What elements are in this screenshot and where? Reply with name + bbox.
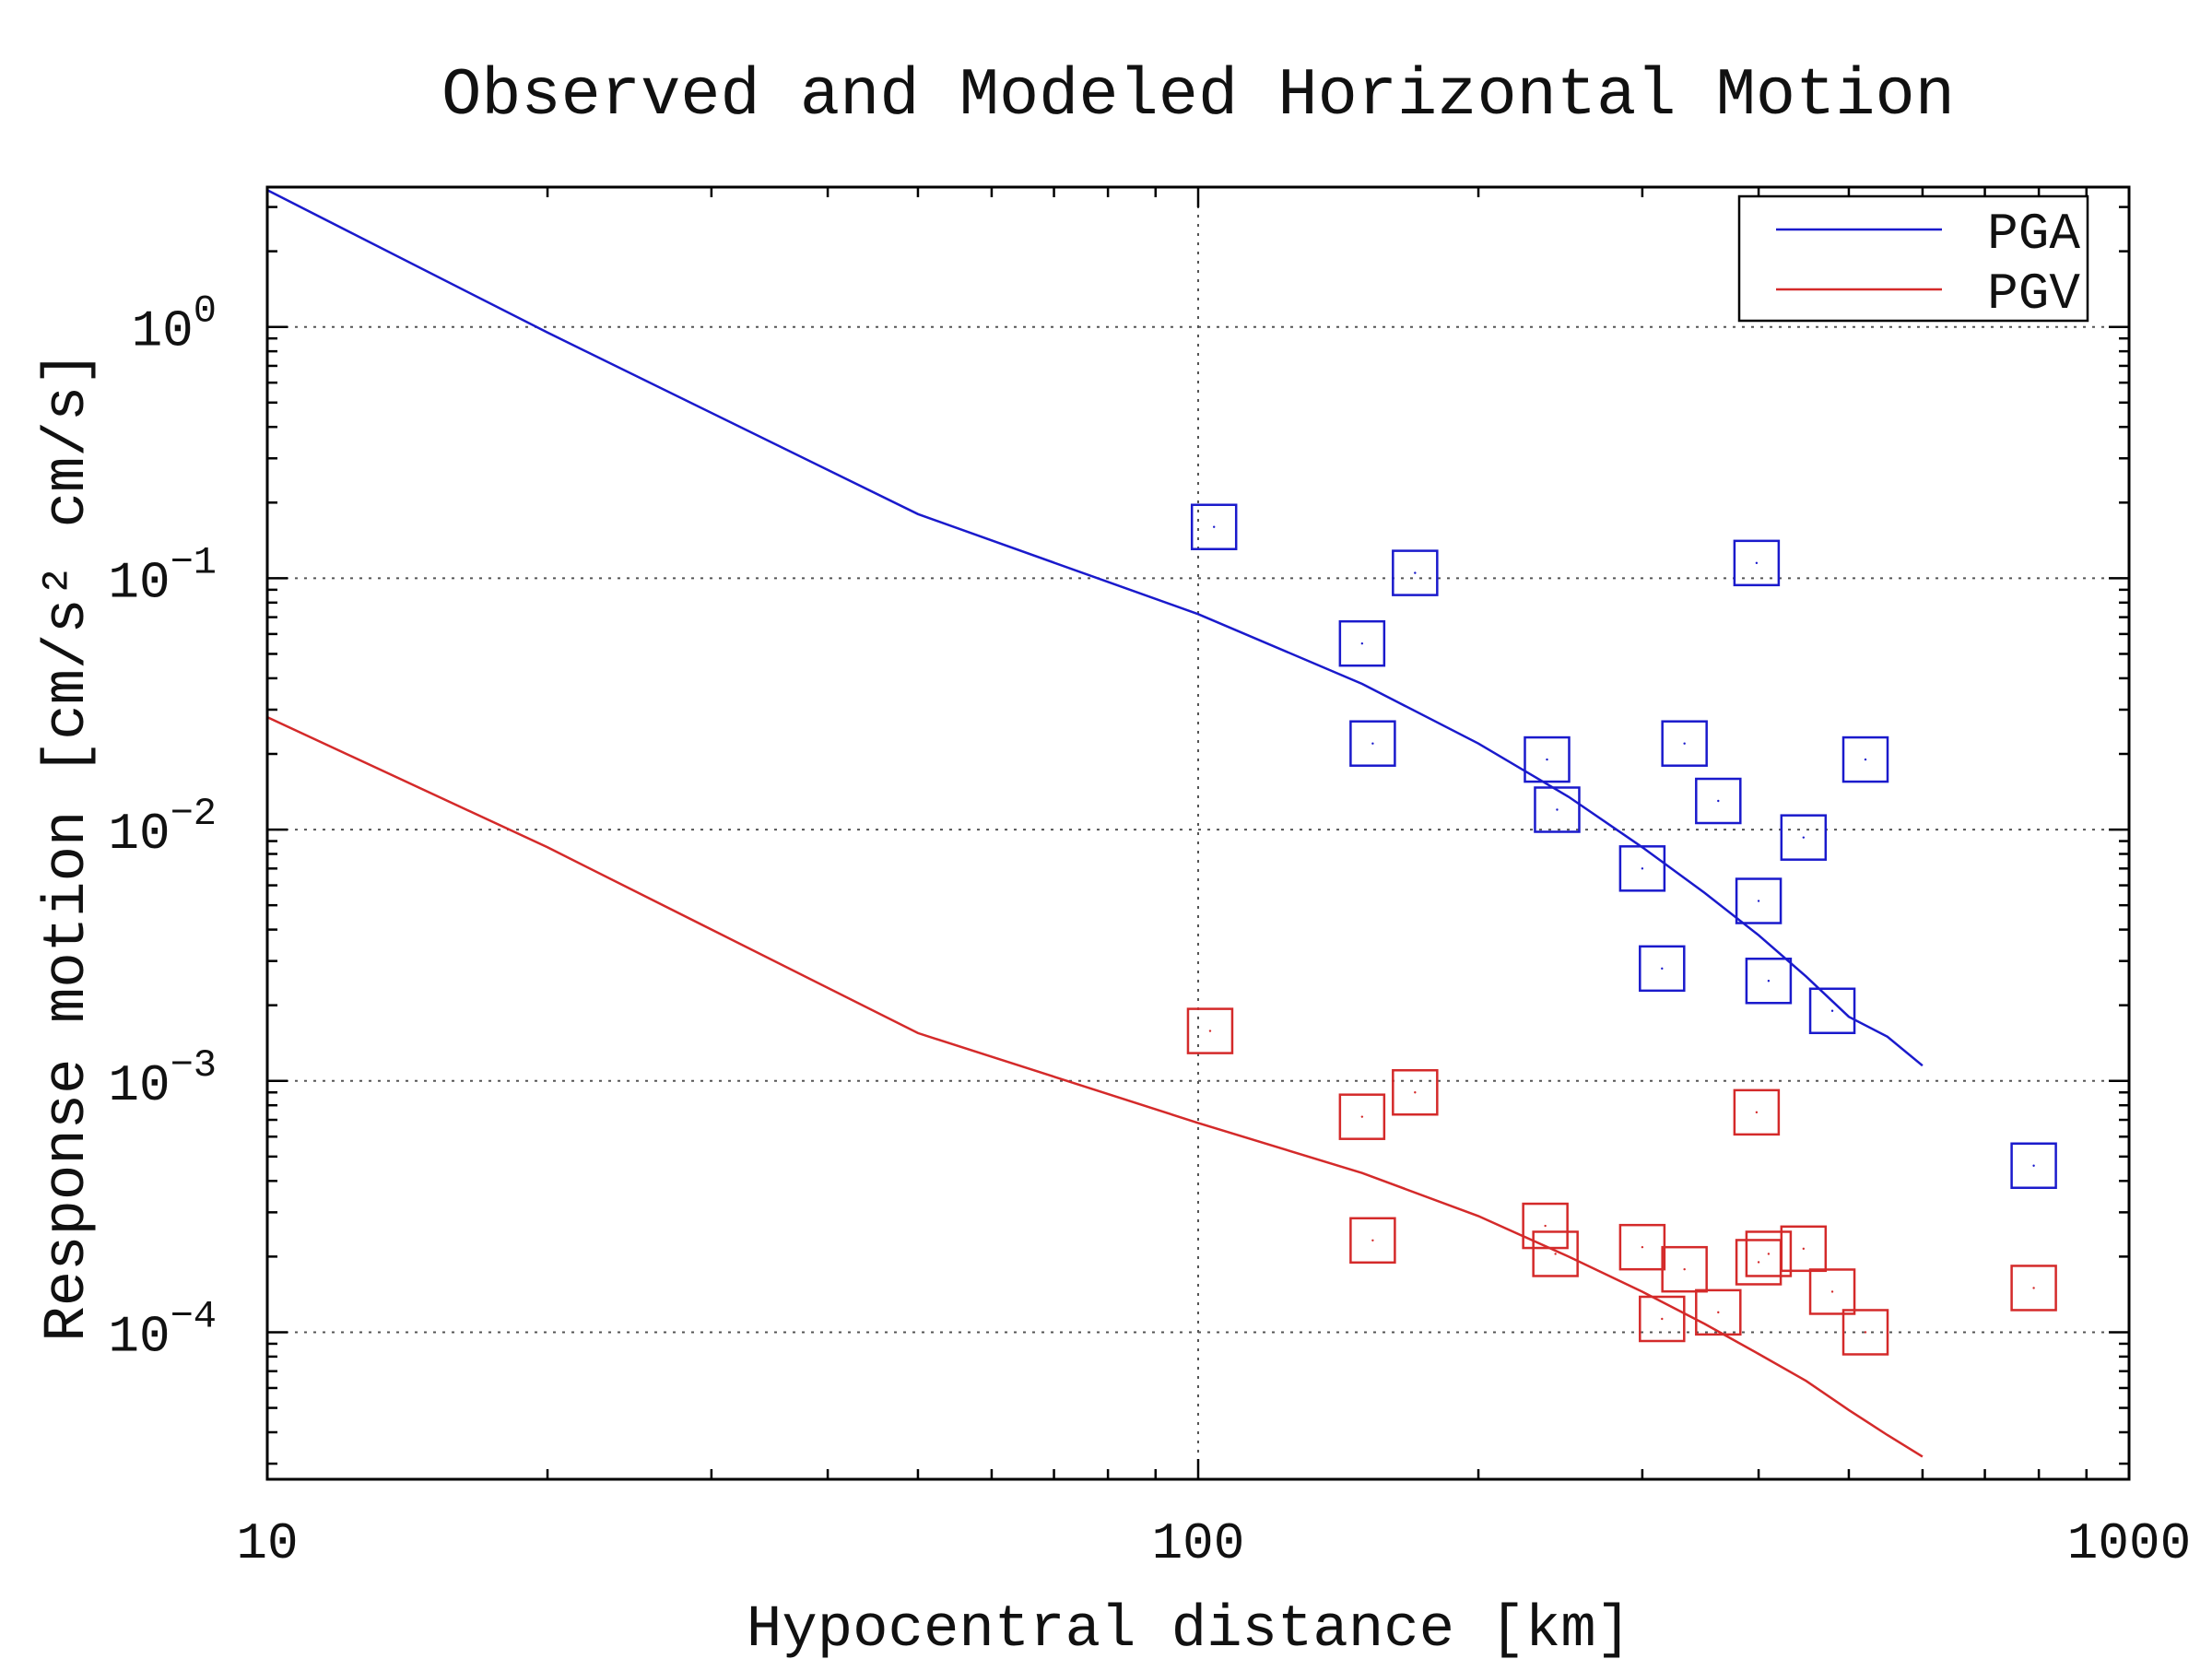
pga-observed-point-center — [1767, 980, 1771, 982]
pga-observed-point-center — [2032, 1164, 2035, 1167]
pga-observed-point — [1524, 735, 1571, 783]
pgv-observed-point — [1733, 1088, 1781, 1136]
legend-pgv-label: PGV — [1987, 265, 2080, 324]
pgv-observed-point — [1841, 1309, 1889, 1356]
pga-observed-point — [1349, 720, 1396, 767]
pgv-observed-point-center — [2032, 1287, 2035, 1289]
pga-observed-point — [1338, 619, 1386, 667]
pga-observed-point-center — [1717, 799, 1720, 803]
pga-observed-point-center — [1802, 836, 1806, 839]
legend-pga-label: PGA — [1987, 205, 2080, 264]
pga-observed-point — [1808, 987, 1856, 1035]
pgv-observed-point — [1661, 1245, 1708, 1293]
chart-title: Observed and Modeled Horizontal Motion — [441, 58, 1955, 134]
tick-labels: 10 100 1000 100 10−1 10−2 10−3 10−4 — [108, 289, 2191, 1573]
pgv-observed-point-center — [1360, 1115, 1364, 1118]
pga-observed-point-center — [1757, 900, 1760, 902]
pgv-observed-point — [1695, 1288, 1742, 1336]
legend-box — [1737, 194, 2089, 323]
pgv-observed-point-center — [1830, 1290, 1834, 1293]
pgv-observed-point-center — [1544, 1224, 1547, 1228]
pgv-observed-point-center — [1802, 1247, 1806, 1251]
x-tick-label: 10 — [236, 1514, 298, 1573]
y-tick-label: 10−1 — [108, 540, 217, 612]
pga-observed-point-center — [1360, 641, 1364, 645]
x-axis-label: Hypocentral distance [km] — [747, 1597, 1631, 1659]
pgv-observed-point — [1349, 1217, 1396, 1265]
pga-observed-point — [1392, 549, 1439, 596]
pga-observed-point-center — [1641, 867, 1644, 870]
pga-observed-point-center — [1683, 742, 1686, 745]
y-axis-label: Response motion [cm/s² cm/s] — [35, 350, 101, 1341]
pga-observed-point-center — [1755, 561, 1759, 565]
pgv-observed-point — [1338, 1093, 1386, 1140]
plot-area — [266, 189, 2057, 1458]
pga-observed-point-center — [1830, 1009, 1834, 1012]
pgv-observed-point-center — [1864, 1331, 1867, 1334]
pgv-observed-point-center — [1755, 1111, 1759, 1114]
pga-observed-point-center — [1371, 742, 1374, 745]
pga-observed-point-center — [1661, 967, 1664, 971]
pgv-observed-point-center — [1371, 1239, 1374, 1242]
pgv-model-line — [266, 715, 1924, 1458]
y-tick-label: 100 — [132, 289, 217, 361]
pga-observed-point — [1190, 503, 1238, 550]
x-tick-label: 1000 — [2067, 1514, 2191, 1573]
pga-observed-point-center — [1414, 571, 1417, 574]
pga-observed-point — [1780, 814, 1828, 861]
pgv-observed-point-center — [1554, 1253, 1557, 1255]
pgv-observed-point-center — [1661, 1317, 1664, 1321]
pgv-observed-point-center — [1683, 1267, 1686, 1271]
pgv-observed-point-center — [1757, 1261, 1760, 1264]
pgv-observed-point — [1639, 1295, 1686, 1343]
pgv-observed-point — [1186, 1007, 1234, 1054]
pgv-observed-point — [1808, 1268, 1856, 1315]
pga-observed-point-center — [1864, 758, 1867, 761]
pga-observed-point-center — [1556, 808, 1559, 811]
pga-observed-point — [1841, 735, 1889, 783]
pgv-observed-point — [2010, 1265, 2057, 1312]
plot-frame — [265, 185, 2131, 1481]
pga-observed-point — [1745, 958, 1793, 1005]
x-tick-label: 100 — [1152, 1514, 1245, 1573]
pga-observed-point — [1534, 786, 1581, 833]
pga-observed-point-center — [1213, 525, 1216, 528]
pga-observed-point — [1735, 877, 1783, 924]
pga-observed-point — [1695, 777, 1742, 825]
pgv-observed-point — [1522, 1202, 1569, 1250]
pga-observed-point — [2010, 1142, 2057, 1189]
pga-observed-point — [1639, 945, 1686, 993]
pga-observed-point — [1661, 720, 1708, 767]
pga-model-line — [266, 189, 1924, 1067]
pga-observed-point — [1733, 539, 1781, 587]
y-tick-label: 10−2 — [108, 792, 217, 864]
pga-observed-point — [1618, 845, 1666, 892]
pga-observed-point-center — [1546, 758, 1548, 761]
y-tick-label: 10−4 — [108, 1294, 217, 1366]
y-tick-label: 10−3 — [108, 1043, 217, 1115]
pgv-observed-point-center — [1414, 1091, 1417, 1094]
pgv-observed-point-center — [1717, 1311, 1720, 1314]
pgv-observed-point — [1780, 1225, 1828, 1273]
grid — [267, 187, 2129, 1479]
pgv-observed-point-center — [1208, 1030, 1212, 1032]
pgv-observed-point-center — [1641, 1245, 1644, 1249]
pgv-observed-point — [1392, 1069, 1439, 1116]
pgv-observed-point-center — [1767, 1253, 1771, 1255]
pgv-observed-point — [1532, 1230, 1579, 1277]
pgv-observed-point — [1745, 1230, 1793, 1277]
